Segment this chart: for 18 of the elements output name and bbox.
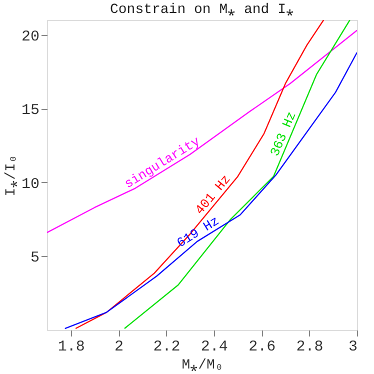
x-tick-label: 2.2 bbox=[153, 338, 180, 356]
line-series bbox=[75, 20, 324, 330]
x-tick-label: 3 bbox=[348, 338, 358, 356]
y-tick-label: 15 bbox=[21, 102, 40, 120]
line-series bbox=[124, 20, 350, 330]
y-tick-label: 10 bbox=[21, 176, 40, 193]
annotation: 363 Hz bbox=[267, 110, 300, 158]
x-tick-label: 2.4 bbox=[200, 338, 228, 356]
y-tick-label: 20 bbox=[21, 28, 40, 46]
chart-title: Constrain on M⁎ and I⁎ bbox=[110, 2, 294, 18]
x-tick-label: 2.6 bbox=[248, 338, 276, 356]
x-tick-label: 2 bbox=[114, 338, 124, 356]
y-tick-label: 5 bbox=[30, 250, 40, 267]
x-axis-title: M⁎/M₀ bbox=[182, 358, 224, 374]
line-series bbox=[64, 52, 357, 330]
x-tick-label: 1.8 bbox=[58, 338, 85, 356]
y-axis-title: I⁎/I₀ bbox=[3, 154, 20, 196]
x-tick-label: 2.8 bbox=[296, 338, 324, 356]
